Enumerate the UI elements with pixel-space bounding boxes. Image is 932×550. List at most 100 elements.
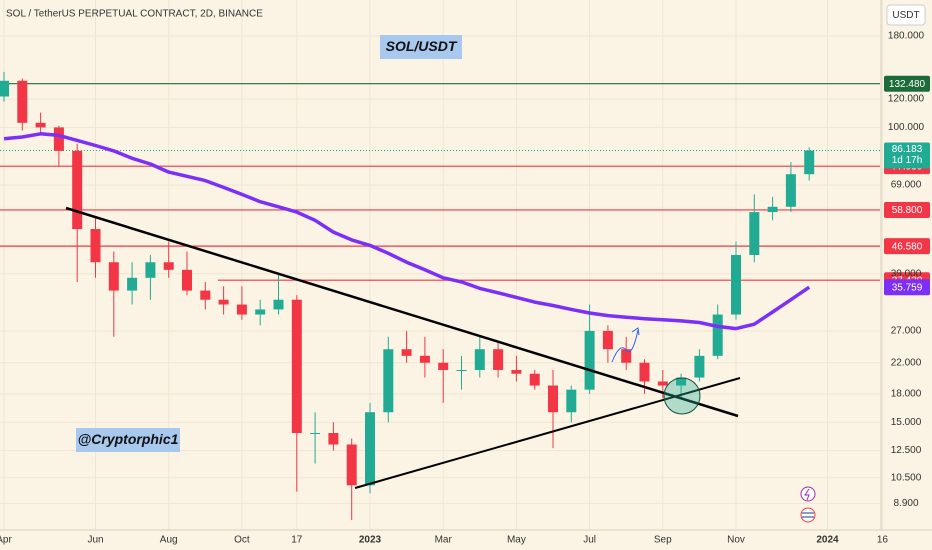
candle-body bbox=[163, 262, 174, 270]
y-tick-label: 69.000 bbox=[891, 180, 922, 191]
label-box bbox=[380, 35, 462, 59]
x-tick-label: Apr bbox=[0, 535, 12, 546]
candle-body bbox=[255, 309, 266, 315]
candle-body bbox=[35, 122, 46, 128]
candle-body bbox=[529, 373, 540, 386]
candle-body bbox=[236, 304, 247, 315]
candle-body bbox=[712, 314, 723, 356]
candle-body bbox=[145, 262, 156, 278]
highlight-circle bbox=[663, 377, 701, 415]
candle-body bbox=[365, 412, 375, 486]
countdown: 1d 17h bbox=[892, 155, 923, 166]
candle-body bbox=[731, 255, 741, 315]
candle-body bbox=[273, 299, 284, 310]
y-tick-label: 18.000 bbox=[891, 389, 922, 400]
price-tag bbox=[884, 75, 930, 92]
price-tag-label: 132.480 bbox=[889, 79, 926, 90]
y-tick-label: 10.500 bbox=[891, 472, 922, 483]
candle-body bbox=[785, 174, 796, 207]
price-tag-label: 35.759 bbox=[892, 282, 923, 293]
price-tag bbox=[884, 279, 930, 296]
candles bbox=[0, 71, 815, 520]
candle-body bbox=[182, 269, 192, 291]
y-tick-label: 180.000 bbox=[888, 31, 925, 42]
x-tick-label: Jul bbox=[583, 535, 596, 546]
candle-body bbox=[438, 362, 449, 370]
candle-body bbox=[511, 369, 522, 374]
candle-body bbox=[346, 444, 357, 486]
candle-body bbox=[548, 385, 558, 413]
candle-body bbox=[584, 330, 595, 390]
overlay: 132.48077.93058.80046.58037.42035.75986.… bbox=[884, 75, 930, 296]
candle-body bbox=[493, 349, 504, 370]
chart-title: SOL / TetherUS PERPETUAL CONTRACT, 2D, B… bbox=[6, 9, 263, 20]
candle-body bbox=[621, 349, 632, 363]
price-tag bbox=[884, 142, 930, 169]
candle-body bbox=[383, 349, 394, 413]
arrow bbox=[611, 327, 640, 363]
candle-body bbox=[767, 206, 778, 213]
x-tick-label: Oct bbox=[234, 535, 250, 546]
candle-body bbox=[401, 349, 412, 356]
candle-body bbox=[53, 127, 64, 151]
flag-icon bbox=[800, 507, 816, 523]
trend-line bbox=[354, 377, 741, 489]
candle-body bbox=[108, 262, 119, 291]
candle-body bbox=[200, 290, 211, 300]
y-tick-label: 100.000 bbox=[888, 122, 925, 133]
moving-average bbox=[3, 132, 811, 331]
candle-body bbox=[17, 80, 28, 123]
flag-icon bbox=[802, 512, 814, 518]
candle-body bbox=[310, 432, 321, 434]
price-tag bbox=[884, 238, 930, 255]
price-tag-label: 86.183 bbox=[892, 144, 923, 155]
x-tick-label: Aug bbox=[160, 535, 178, 546]
x-tick-label: 2023 bbox=[359, 535, 382, 546]
watermark: @Cryptorphic1 bbox=[78, 431, 179, 447]
currency: USDT bbox=[892, 10, 919, 21]
candle-body bbox=[419, 355, 430, 363]
price-tag-label: 46.580 bbox=[892, 241, 923, 252]
price-tag-label: 58.800 bbox=[892, 205, 923, 216]
x-tick-label: 2024 bbox=[816, 535, 839, 546]
annotation-title: SOL/USDT bbox=[386, 38, 458, 54]
x-tick-label: 17 bbox=[291, 535, 303, 546]
candle-body bbox=[804, 150, 815, 175]
currency-box bbox=[886, 4, 926, 26]
candle-body bbox=[639, 362, 650, 382]
candle-body bbox=[566, 389, 577, 413]
label-box bbox=[76, 428, 180, 452]
x-tick-label: Sep bbox=[654, 535, 672, 546]
x-tick-label: Nov bbox=[727, 535, 745, 546]
levels bbox=[0, 83, 880, 281]
candle-body bbox=[749, 212, 760, 256]
x-tick-label: 16 bbox=[877, 535, 889, 546]
candle-body bbox=[328, 432, 339, 445]
candle-body bbox=[291, 299, 302, 433]
candle-body bbox=[127, 277, 138, 291]
candle-body bbox=[676, 377, 687, 386]
candle-body bbox=[0, 80, 9, 97]
y-tick-label: 27.000 bbox=[891, 326, 922, 337]
candle-body bbox=[694, 355, 705, 378]
y-tick-label: 8.900 bbox=[893, 498, 918, 509]
candle-body bbox=[602, 330, 613, 350]
trend-line bbox=[65, 206, 739, 418]
y-tick-label: 22.000 bbox=[891, 357, 922, 368]
event-icon bbox=[800, 486, 816, 502]
x-tick-label: May bbox=[507, 535, 526, 546]
event-icon bbox=[804, 488, 810, 501]
candle-body bbox=[456, 369, 467, 371]
y-tick-label: 120.000 bbox=[888, 94, 925, 105]
x-tick-label: Jun bbox=[87, 535, 103, 546]
price-tag bbox=[884, 201, 930, 218]
candle-body bbox=[474, 349, 485, 370]
x-tick-label: Mar bbox=[435, 535, 453, 546]
y-tick-label: 12.500 bbox=[891, 445, 922, 456]
candle-body bbox=[657, 381, 668, 386]
y-tick-label: 15.000 bbox=[891, 417, 922, 428]
y-tick-label: 39.000 bbox=[891, 268, 922, 279]
candle-body bbox=[72, 150, 83, 230]
